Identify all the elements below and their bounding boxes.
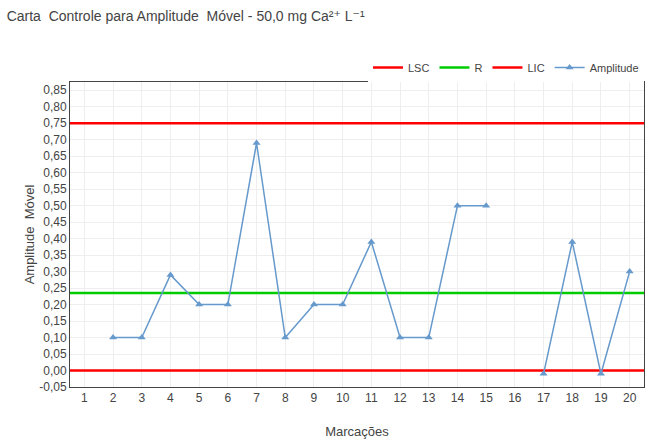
svg-text:0,50: 0,50 <box>43 199 67 213</box>
svg-text:4: 4 <box>167 391 174 405</box>
svg-text:6: 6 <box>225 391 232 405</box>
svg-text:0,10: 0,10 <box>43 331 67 345</box>
svg-text:Marcações: Marcações <box>325 424 389 439</box>
svg-text:5: 5 <box>196 391 203 405</box>
svg-text:Amplitude Móvel: Amplitude Móvel <box>22 185 37 285</box>
svg-text:0,55: 0,55 <box>43 182 67 196</box>
svg-text:Amplitude: Amplitude <box>590 62 639 74</box>
svg-text:18: 18 <box>566 391 580 405</box>
svg-text:0,45: 0,45 <box>43 215 67 229</box>
svg-text:20: 20 <box>623 391 637 405</box>
svg-text:LIC: LIC <box>527 62 544 74</box>
svg-text:12: 12 <box>393 391 407 405</box>
svg-text:0,00: 0,00 <box>43 364 67 378</box>
svg-text:1: 1 <box>81 391 88 405</box>
svg-text:0,15: 0,15 <box>43 314 67 328</box>
svg-text:9: 9 <box>311 391 318 405</box>
svg-text:R: R <box>474 62 482 74</box>
svg-text:0,60: 0,60 <box>43 166 67 180</box>
svg-text:3: 3 <box>138 391 145 405</box>
svg-text:17: 17 <box>537 391 551 405</box>
svg-text:-0,05: -0,05 <box>39 380 67 394</box>
svg-text:7: 7 <box>253 391 260 405</box>
svg-text:0,05: 0,05 <box>43 347 67 361</box>
svg-text:0,35: 0,35 <box>43 248 67 262</box>
svg-text:Carta Controle para Amplitude: Carta Controle para Amplitude Móvel - 50… <box>7 8 365 24</box>
svg-text:0,85: 0,85 <box>43 83 67 97</box>
svg-text:8: 8 <box>282 391 289 405</box>
svg-text:2: 2 <box>110 391 117 405</box>
svg-text:10: 10 <box>336 391 350 405</box>
svg-text:11: 11 <box>365 391 378 405</box>
svg-text:0,65: 0,65 <box>43 149 67 163</box>
svg-text:14: 14 <box>451 391 465 405</box>
svg-text:0,30: 0,30 <box>43 265 67 279</box>
svg-text:0,70: 0,70 <box>43 133 67 147</box>
svg-text:0,25: 0,25 <box>43 281 67 295</box>
svg-text:15: 15 <box>479 391 493 405</box>
svg-text:0,20: 0,20 <box>43 298 67 312</box>
svg-text:0,40: 0,40 <box>43 232 67 246</box>
svg-text:0,80: 0,80 <box>43 100 67 114</box>
svg-text:16: 16 <box>508 391 522 405</box>
svg-text:LSC: LSC <box>408 62 429 74</box>
svg-text:19: 19 <box>594 391 608 405</box>
svg-text:0,75: 0,75 <box>43 116 67 130</box>
svg-text:13: 13 <box>422 391 436 405</box>
